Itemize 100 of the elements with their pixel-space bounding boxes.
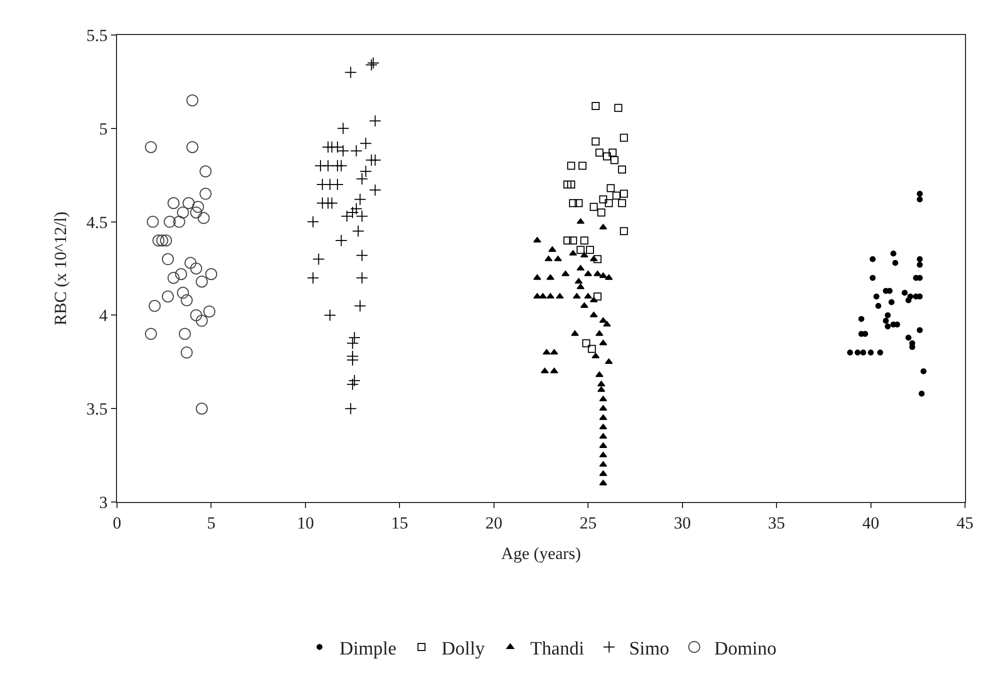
point xyxy=(144,141,157,154)
point xyxy=(902,290,908,296)
point xyxy=(854,350,861,356)
point xyxy=(588,344,596,353)
point xyxy=(340,210,353,222)
point xyxy=(890,250,896,257)
point xyxy=(916,262,923,268)
point xyxy=(603,321,611,327)
x-tick-label: 5 xyxy=(206,513,216,532)
point xyxy=(562,270,570,276)
point xyxy=(877,350,884,356)
point xyxy=(360,165,372,178)
point xyxy=(884,312,891,318)
point xyxy=(344,402,357,415)
point xyxy=(580,252,588,258)
point xyxy=(610,156,618,164)
point xyxy=(918,390,925,397)
point xyxy=(597,208,606,216)
point xyxy=(542,349,551,355)
point xyxy=(533,236,542,242)
point xyxy=(540,368,549,374)
point xyxy=(196,314,208,327)
legend-label: Dimple xyxy=(340,638,396,660)
point xyxy=(348,332,361,344)
point xyxy=(599,405,608,411)
point xyxy=(847,350,854,356)
point xyxy=(567,162,576,170)
point xyxy=(595,148,604,157)
point xyxy=(160,234,172,246)
point xyxy=(175,268,188,280)
point xyxy=(875,302,882,309)
point xyxy=(569,199,578,208)
point xyxy=(604,274,613,280)
point xyxy=(599,470,608,476)
point xyxy=(322,160,334,172)
point xyxy=(599,433,608,439)
point xyxy=(306,216,320,228)
point xyxy=(916,190,923,197)
point xyxy=(582,339,590,348)
point xyxy=(576,246,585,254)
point xyxy=(586,246,594,254)
point xyxy=(916,196,923,202)
point xyxy=(346,354,359,366)
point xyxy=(356,272,368,284)
point xyxy=(618,166,626,174)
point xyxy=(198,212,210,224)
point xyxy=(595,330,604,336)
legend-label: Domino xyxy=(714,638,777,660)
point xyxy=(164,216,176,228)
point xyxy=(548,246,556,252)
point xyxy=(550,368,558,374)
point xyxy=(580,236,588,244)
point xyxy=(168,197,180,210)
point xyxy=(196,402,208,415)
point xyxy=(533,274,542,280)
y-tick-label: 4 xyxy=(99,306,108,326)
point xyxy=(348,374,361,387)
point xyxy=(546,293,554,299)
point xyxy=(858,316,864,322)
point xyxy=(580,302,588,308)
point xyxy=(870,274,876,281)
point xyxy=(905,334,912,341)
point xyxy=(369,154,382,166)
point xyxy=(190,262,202,274)
point xyxy=(599,195,608,204)
point xyxy=(344,66,357,78)
point xyxy=(356,249,368,262)
point xyxy=(604,358,613,364)
x-tick-label: 45 xyxy=(956,513,974,532)
point xyxy=(595,371,604,377)
point xyxy=(860,350,866,356)
point xyxy=(620,227,628,236)
point xyxy=(599,461,608,467)
point xyxy=(604,199,613,208)
point xyxy=(168,272,180,284)
point xyxy=(620,190,628,198)
point xyxy=(554,256,562,262)
point xyxy=(550,349,558,355)
x-tick-label: 25 xyxy=(580,513,597,532)
point xyxy=(200,165,212,178)
point xyxy=(590,256,598,262)
point xyxy=(306,272,320,284)
point xyxy=(354,300,366,312)
point xyxy=(873,294,880,300)
point xyxy=(594,292,602,301)
point xyxy=(563,180,572,188)
legend-label: Dolly xyxy=(442,638,486,660)
point xyxy=(567,180,576,188)
point xyxy=(324,309,336,322)
legend-label: Simo xyxy=(629,638,670,660)
point xyxy=(612,192,620,200)
point xyxy=(354,193,366,206)
point xyxy=(335,160,348,172)
point xyxy=(576,284,585,290)
point xyxy=(184,256,196,269)
point xyxy=(599,272,608,278)
point xyxy=(599,442,608,448)
point xyxy=(335,234,348,247)
point xyxy=(592,137,600,146)
y-axis-title: RBC (x 10^12/l) xyxy=(50,212,70,326)
